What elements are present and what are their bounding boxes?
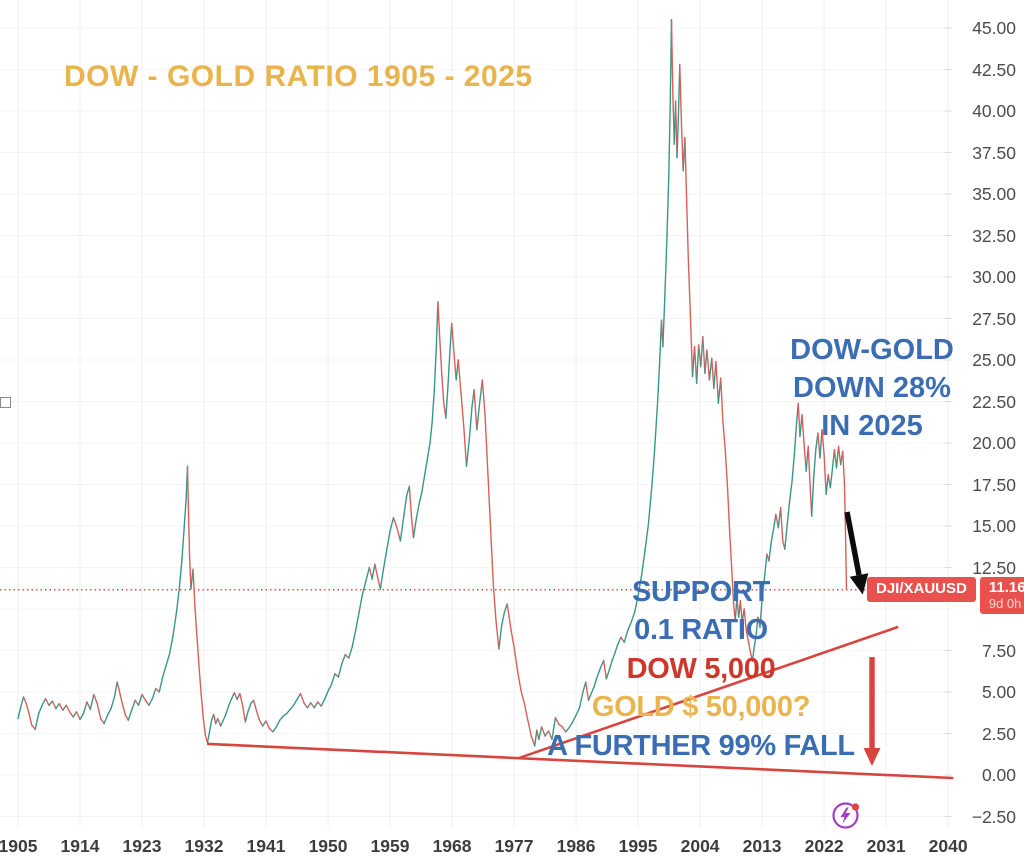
black-arrow[interactable] <box>844 511 869 595</box>
price-axis-label: 45.00 <box>972 18 1016 38</box>
price-axis-label: 2.50 <box>981 723 1016 744</box>
last-price-badge[interactable]: DJI/XAUUSD 11.16 9d 0h <box>867 577 1024 614</box>
annotation-line: DOW-GOLD <box>790 334 954 366</box>
ascending_trendline[interactable] <box>518 625 899 759</box>
price-axis-label: −2.50 <box>971 806 1016 827</box>
annotation-line: IN 2025 <box>821 410 923 442</box>
descending_trendline[interactable] <box>206 742 954 780</box>
dow-gold-down-annotation[interactable]: DOW-GOLD DOWN 28% IN 2025 <box>762 331 982 445</box>
annotation-line: DOW 5,000 <box>626 652 776 685</box>
price-axis-label: 0.00 <box>981 765 1016 785</box>
annotation-line: A FURTHER 99% FALL <box>547 729 855 762</box>
time-axis-label: 2013 <box>742 836 782 856</box>
price-series[interactable] <box>17 19 848 747</box>
annotation-line: GOLD $ 50,000? <box>591 691 811 724</box>
price-axis-label: 22.50 <box>972 391 1016 412</box>
time-axis-label: 2004 <box>680 836 720 856</box>
price-axis[interactable]: 45.00 42.50 40.00 37.50 35.00 32.50 30.00 27.50… <box>952 0 1024 828</box>
time-axis-label: 1968 <box>432 836 472 856</box>
time-axis-label: 1905 <box>0 836 38 856</box>
grid-lines <box>0 0 952 828</box>
price-axis-label: 17.50 <box>972 474 1016 495</box>
time-axis[interactable]: 1905 1914 1923 1932 1941 1950 1959 1968 1977 1986… <box>0 828 1024 863</box>
price-axis-label: 27.50 <box>972 308 1016 329</box>
price-axis-label: 32.50 <box>972 225 1016 246</box>
time-axis-label: 1941 <box>246 836 286 856</box>
symbol-label: DJI/XAUUSD <box>867 577 976 602</box>
time-axis-label: 1932 <box>184 836 224 856</box>
price-axis-label: 15.00 <box>972 516 1016 536</box>
chart-title-annotation[interactable]: DOW - GOLD RATIO 1905 - 2025 <box>64 60 533 93</box>
time-axis-label: 1950 <box>308 836 348 856</box>
time-axis-label: 2031 <box>866 836 906 856</box>
flash-icon <box>832 802 860 829</box>
time-axis-label: 1995 <box>618 836 658 856</box>
drawing-anchor-handle[interactable] <box>0 397 11 408</box>
price-axis-label: 12.50 <box>972 557 1016 578</box>
annotation-line: 0.1 RATIO <box>634 614 768 647</box>
support-forecast-annotation[interactable]: SUPPORT 0.1 RATIO DOW 5,000 GOLD $ 50,00… <box>505 573 897 765</box>
red-arrow[interactable] <box>863 657 881 766</box>
price-axis-label: 7.50 <box>981 640 1016 661</box>
time-axis-label: 1986 <box>556 836 596 856</box>
annotation-line: SUPPORT <box>631 576 771 608</box>
time-axis-label: 2040 <box>928 836 968 856</box>
price-axis-label: 5.00 <box>981 682 1016 702</box>
price-axis-label: 35.00 <box>972 184 1016 204</box>
time-axis-label: 2022 <box>804 836 844 856</box>
boost-button[interactable] <box>829 798 863 832</box>
time-axis-label: 1914 <box>60 836 100 856</box>
price-axis-label: 30.00 <box>972 267 1016 287</box>
price-value-text: 11.16 <box>988 579 1024 596</box>
last-price-value: 11.16 9d 0h <box>979 577 1024 614</box>
annotation-line: DOWN 28% <box>793 372 951 404</box>
time-axis-label: 1923 <box>122 836 162 856</box>
price-axis-label: 25.00 <box>972 350 1016 370</box>
price-axis-label: 40.00 <box>972 101 1016 121</box>
bar-countdown: 9d 0h <box>988 596 1022 611</box>
time-axis-label: 1977 <box>494 836 534 856</box>
price-axis-label: 42.50 <box>972 59 1016 80</box>
time-axis-label: 1959 <box>370 836 410 856</box>
price-axis-label: 20.00 <box>972 433 1016 453</box>
price-axis-label: 37.50 <box>972 142 1016 163</box>
